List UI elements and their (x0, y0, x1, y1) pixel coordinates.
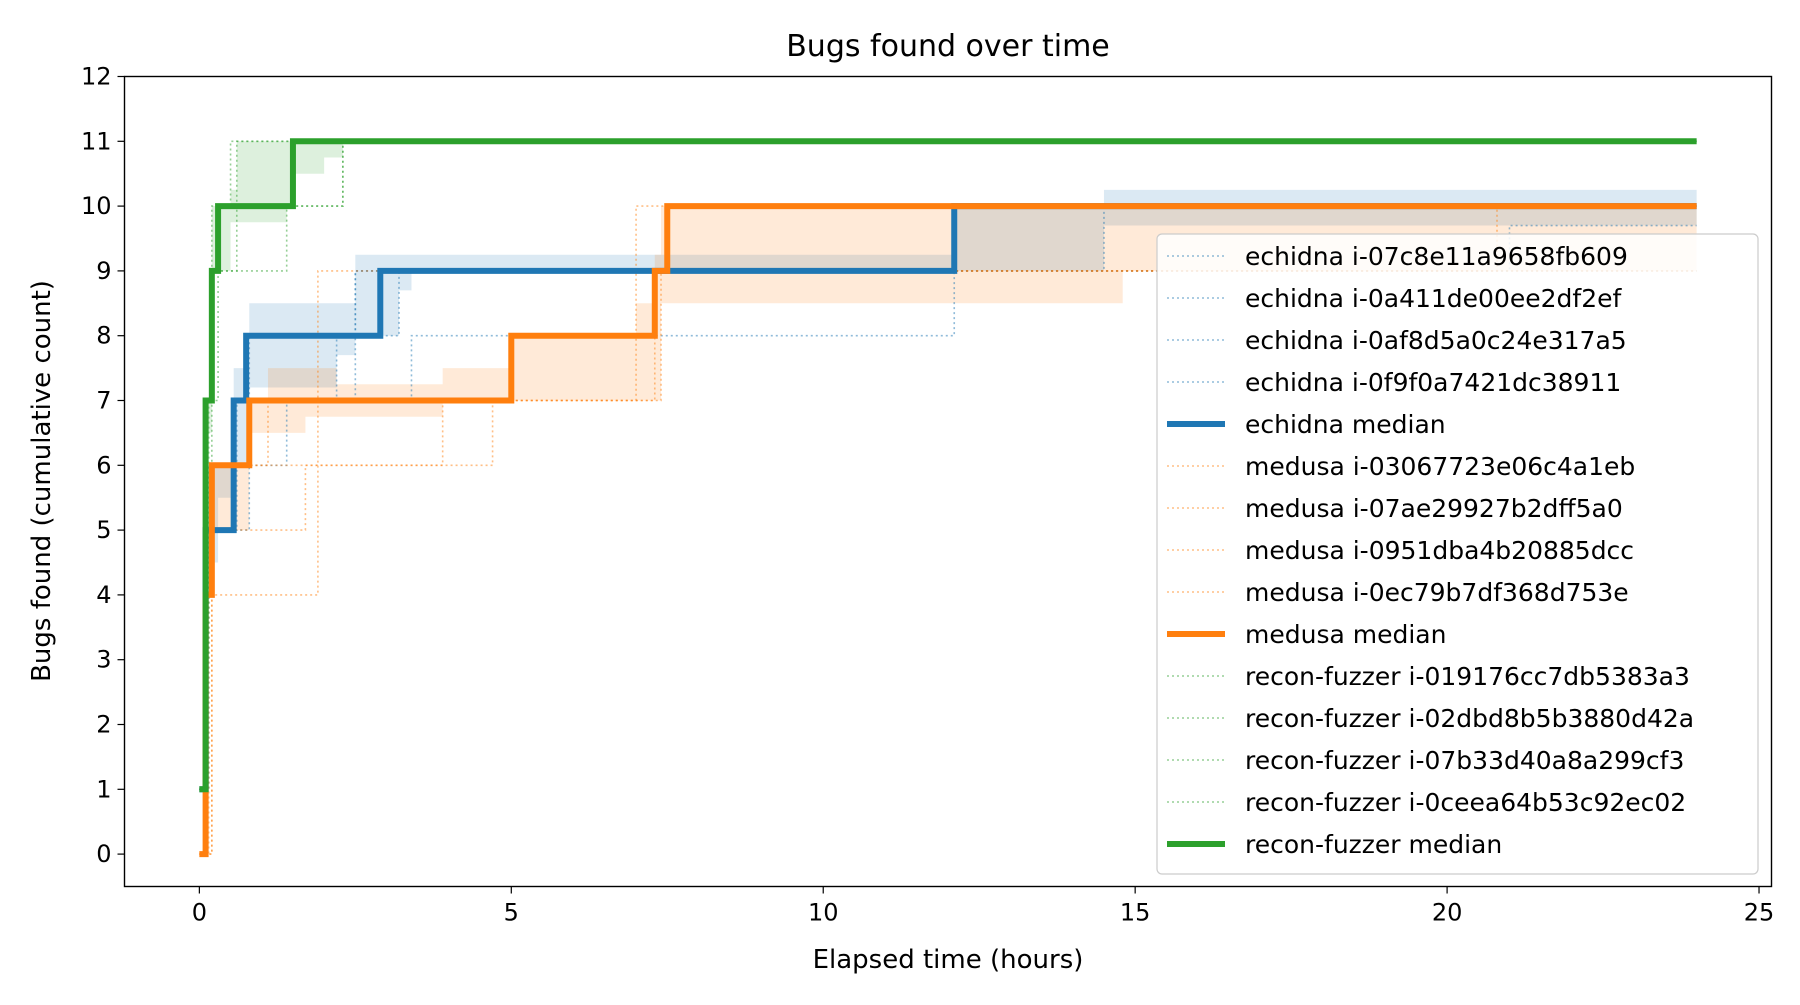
legend-label: echidna median (1245, 410, 1446, 439)
y-tick-label: 12 (81, 63, 112, 91)
legend-label: echidna i-0af8d5a0c24e317a5 (1245, 326, 1627, 355)
legend-label: echidna i-0f9f0a7421dc38911 (1245, 368, 1621, 397)
y-tick-label: 6 (96, 451, 111, 479)
plot-frame (123, 75, 1773, 888)
legend-box (1156, 233, 1759, 875)
legend-label: recon-fuzzer i-019176cc7db5383a3 (1245, 662, 1690, 691)
x-tick-label: 10 (808, 899, 839, 927)
y-tick-label: 0 (96, 840, 111, 868)
x-tick-label: 0 (192, 899, 207, 927)
legend-label: medusa median (1245, 620, 1446, 649)
legend-label: medusa i-07ae29927b2dff5a0 (1245, 494, 1623, 523)
legend-label: medusa i-0951dba4b20885dcc (1245, 536, 1634, 565)
legend-label: echidna i-07c8e11a9658fb609 (1245, 242, 1628, 271)
x-axis-label: Elapsed time (hours) (813, 945, 1084, 975)
chart-title: Bugs found over time (786, 29, 1110, 64)
y-axis-label: Bugs found (cumulative count) (27, 280, 57, 682)
y-tick-label: 10 (81, 192, 112, 220)
legend-label: echidna i-0a411de00ee2df2ef (1245, 284, 1622, 313)
y-tick-label: 9 (96, 257, 111, 285)
band-medusa (199, 206, 1697, 855)
y-tick-label: 8 (96, 322, 111, 350)
x-tick-label: 15 (1120, 899, 1151, 927)
x-tick-label: 5 (504, 899, 519, 927)
x-tick-label: 20 (1432, 899, 1463, 927)
series-lines (199, 138, 1697, 858)
x-axis-ticks: 0 5 10 15 20 25 (192, 886, 1775, 927)
legend-label: recon-fuzzer median (1245, 830, 1502, 859)
legend-label: recon-fuzzer i-0ceea64b53c92ec02 (1245, 788, 1686, 817)
legend-label: medusa i-0ec79b7df368d753e (1245, 578, 1629, 607)
y-tick-label: 11 (81, 127, 112, 155)
series-line-recon-fuzzer-median (199, 138, 1697, 793)
legend-label: recon-fuzzer i-02dbd8b5b3880d42a (1245, 704, 1694, 733)
series-line-medusa-i-03067723e06c4a1eb (199, 205, 1697, 855)
y-tick-label: 5 (96, 516, 111, 544)
legend: echidna i-07c8e11a9658fb609 echidna i-0a4… (1156, 233, 1759, 875)
confidence-bands (199, 141, 1697, 855)
y-tick-label: 1 (96, 775, 111, 803)
y-tick-label: 4 (96, 581, 111, 609)
y-tick-label: 2 (96, 711, 111, 739)
legend-label: recon-fuzzer i-07b33d40a8a299cf3 (1245, 746, 1684, 775)
y-tick-label: 7 (96, 387, 111, 415)
y-tick-label: 3 (96, 646, 111, 674)
series-line-echidna-i-0af8d5a0c24e317a5 (199, 205, 1697, 791)
legend-label: medusa i-03067723e06c4a1eb (1245, 452, 1635, 481)
series-line-medusa-i-0ec79b7df368d753e (199, 270, 1697, 855)
x-tick-label: 25 (1744, 899, 1775, 927)
